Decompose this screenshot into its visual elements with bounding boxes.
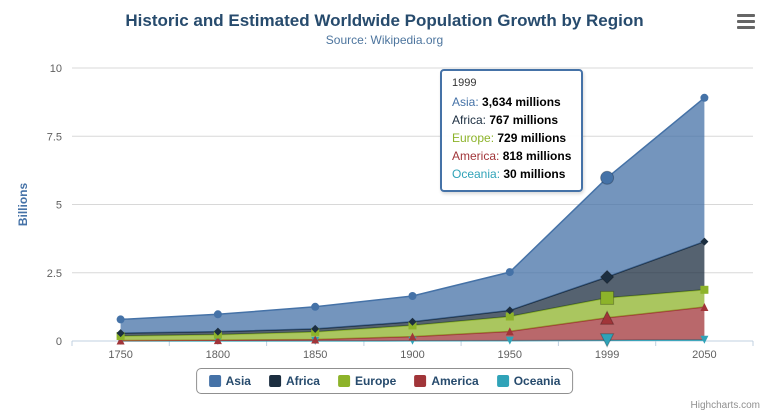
hamburger-icon: [737, 26, 755, 29]
markers-africa[interactable]: [116, 237, 709, 338]
point-marker[interactable]: [599, 333, 615, 348]
legend-item-oceania[interactable]: Oceania: [496, 374, 561, 388]
point-marker[interactable]: [213, 327, 222, 336]
x-axis-labels: 1750 1800 1850 1900 1950 1999 2050: [108, 349, 716, 361]
point-marker[interactable]: [505, 306, 514, 315]
legend-swatch: [496, 375, 509, 387]
point-marker[interactable]: [116, 329, 125, 338]
point-marker[interactable]: [116, 315, 125, 324]
hamburger-icon: [737, 14, 755, 17]
legend-label: America: [431, 374, 479, 388]
x-axis-label: 1950: [498, 349, 522, 361]
point-marker[interactable]: [599, 269, 615, 285]
point-marker[interactable]: [408, 292, 417, 300]
hamburger-icon: [737, 20, 755, 23]
legend-swatch: [414, 375, 427, 387]
credits-link[interactable]: Highcharts.com: [690, 400, 760, 411]
legend-swatch: [337, 375, 350, 387]
tooltip-row-africa: Africa: 767 millions: [452, 111, 571, 129]
markers-asia[interactable]: [116, 93, 709, 324]
area-asia[interactable]: [120, 97, 705, 334]
legend-label: Europe: [354, 374, 397, 388]
point-marker[interactable]: [213, 336, 222, 345]
y-axis-title: Billions: [16, 183, 30, 227]
point-marker[interactable]: [311, 302, 320, 311]
point-marker[interactable]: [599, 310, 615, 325]
x-axis-label: 1850: [303, 349, 327, 361]
legend-swatch: [268, 375, 281, 387]
tooltip-series-value: 729 millions: [497, 131, 567, 145]
tooltip: 1999 Asia: 3,634 millions Africa: 767 mil…: [440, 69, 584, 192]
point-marker[interactable]: [213, 310, 222, 319]
y-axis-label: 5: [56, 200, 62, 212]
x-axis-label: 2050: [692, 349, 716, 361]
point-marker[interactable]: [505, 312, 514, 321]
tooltip-header: 1999: [452, 77, 477, 89]
point-marker[interactable]: [505, 327, 514, 336]
tooltip-rows: Asia: 3,634 millions Africa: 767 millions…: [452, 93, 571, 183]
chart-subtitle: Source: Wikipedia.org: [325, 33, 444, 47]
tooltip-series-value: 818 millions: [502, 149, 572, 163]
point-marker[interactable]: [600, 290, 615, 305]
y-axis-label: 0: [56, 336, 62, 348]
point-marker[interactable]: [700, 93, 709, 102]
area-africa[interactable]: [120, 241, 705, 336]
point-marker[interactable]: [700, 285, 709, 294]
markers-america[interactable]: [116, 303, 709, 345]
tooltip-row-europe: Europe: 729 millions: [452, 129, 571, 147]
legend-swatch: [208, 375, 221, 387]
area-america[interactable]: [120, 307, 705, 341]
point-marker[interactable]: [600, 170, 615, 185]
tooltip-row-america: America: 818 millions: [452, 147, 571, 165]
point-marker[interactable]: [408, 317, 417, 326]
legend-item-asia[interactable]: Asia: [208, 374, 251, 388]
point-marker[interactable]: [505, 336, 514, 345]
point-marker[interactable]: [700, 335, 709, 344]
tooltip-series-name: Africa:: [452, 113, 490, 127]
tooltip-series-name: America:: [452, 149, 503, 163]
tooltip-row-oceania: Oceania: 30 millions: [452, 165, 571, 183]
tooltip-series-name: Europe:: [452, 131, 498, 145]
legend-label: Oceania: [513, 374, 561, 388]
tooltip-series-name: Oceania:: [452, 167, 504, 181]
legend-item-europe[interactable]: Europe: [337, 374, 397, 388]
point-marker[interactable]: [505, 268, 514, 277]
point-marker[interactable]: [700, 303, 709, 311]
legend: Asia Africa Europe America Oceania: [195, 368, 574, 394]
tooltip-series-value: 3,634 millions: [482, 95, 561, 109]
y-axis-labels: 0 2.5 5 7.5 10: [47, 63, 62, 348]
legend-label: Asia: [225, 374, 251, 388]
point-marker[interactable]: [116, 336, 125, 345]
y-axis-label: 2.5: [47, 268, 62, 280]
tooltip-series-value: 30 millions: [503, 167, 566, 181]
tooltip-row-asia: Asia: 3,634 millions: [452, 93, 571, 111]
y-axis-label: 7.5: [47, 131, 62, 143]
tooltip-series-value: 767 millions: [489, 113, 559, 127]
point-marker[interactable]: [700, 237, 709, 246]
x-axis-label: 1800: [206, 349, 230, 361]
point-marker[interactable]: [408, 332, 417, 341]
x-axis-label: 1900: [400, 349, 424, 361]
point-marker[interactable]: [311, 324, 320, 333]
point-marker[interactable]: [311, 335, 320, 344]
legend-item-america[interactable]: America: [414, 374, 479, 388]
tooltip-series-name: Asia:: [452, 95, 483, 109]
export-menu-button[interactable]: [735, 12, 757, 31]
y-axis-label: 10: [50, 63, 62, 75]
legend-item-africa[interactable]: Africa: [268, 374, 320, 388]
chart-title: Historic and Estimated Worldwide Populat…: [125, 11, 644, 30]
x-axis-label: 1999: [595, 349, 619, 361]
x-axis-label: 1750: [108, 349, 132, 361]
legend-label: Africa: [285, 374, 320, 388]
